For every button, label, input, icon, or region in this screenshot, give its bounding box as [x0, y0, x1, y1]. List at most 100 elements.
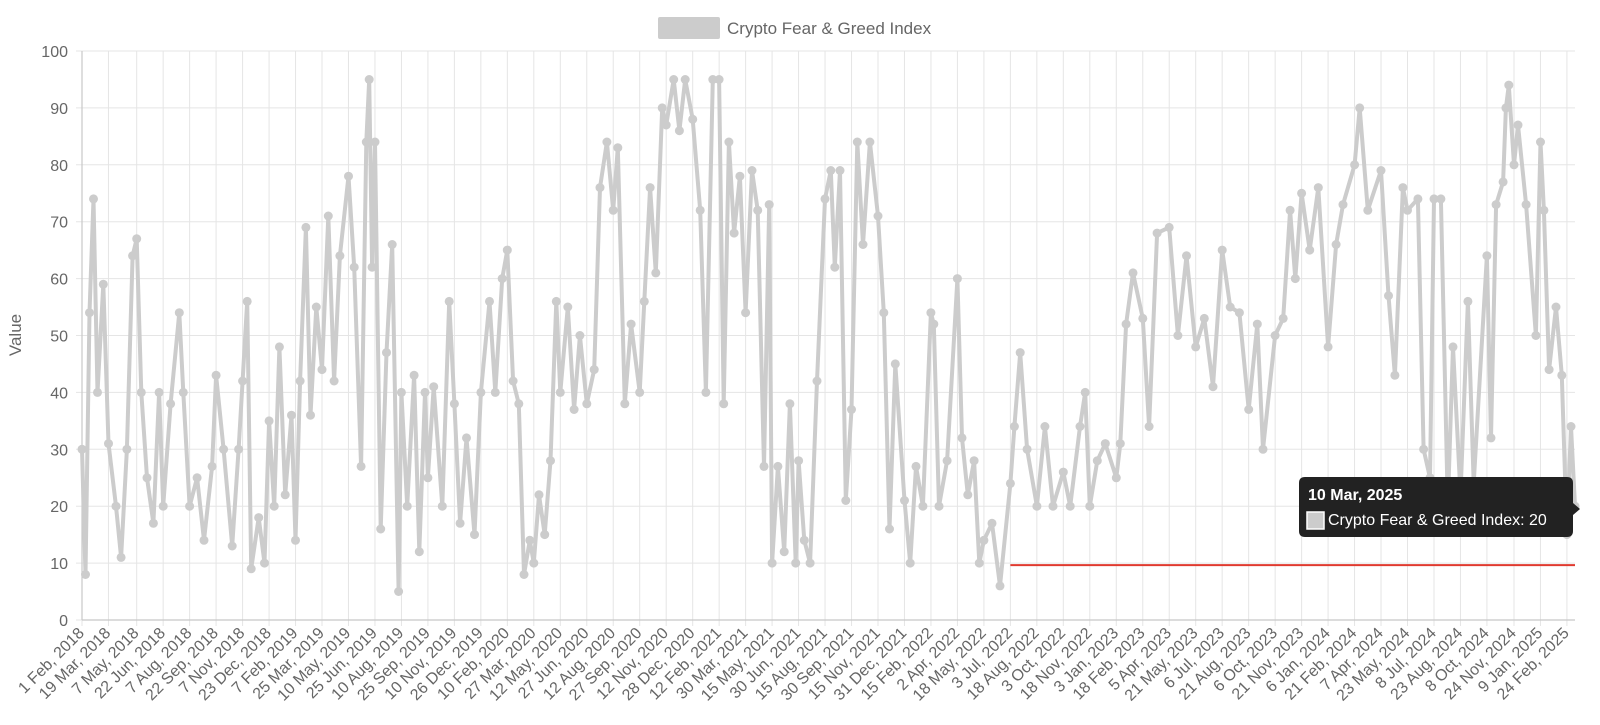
data-point[interactable]: [301, 222, 311, 232]
data-point[interactable]: [1040, 422, 1050, 431]
data-point[interactable]: [1065, 501, 1075, 511]
data-point[interactable]: [794, 456, 804, 466]
data-point[interactable]: [462, 433, 471, 443]
data-point[interactable]: [1531, 331, 1541, 340]
data-point[interactable]: [639, 296, 649, 306]
data-point[interactable]: [1225, 302, 1235, 312]
data-point[interactable]: [519, 570, 529, 579]
data-point[interactable]: [767, 558, 777, 568]
data-point[interactable]: [1258, 444, 1268, 454]
data-point[interactable]: [234, 444, 244, 454]
data-point[interactable]: [1022, 444, 1032, 454]
data-point[interactable]: [254, 513, 264, 523]
data-point[interactable]: [1182, 251, 1191, 261]
data-point[interactable]: [1191, 342, 1201, 352]
data-point[interactable]: [1234, 308, 1244, 318]
data-point[interactable]: [1115, 439, 1125, 449]
data-point[interactable]: [361, 137, 371, 147]
data-point[interactable]: [269, 501, 279, 511]
data-point[interactable]: [563, 302, 573, 312]
data-point[interactable]: [93, 387, 102, 397]
data-point[interactable]: [344, 171, 353, 181]
data-point[interactable]: [470, 530, 479, 540]
data-point[interactable]: [85, 308, 94, 318]
data-point[interactable]: [1305, 245, 1315, 255]
data-point[interactable]: [1482, 251, 1492, 261]
data-point[interactable]: [529, 558, 539, 568]
data-point[interactable]: [534, 490, 544, 500]
data-point[interactable]: [1217, 245, 1227, 255]
data-point[interactable]: [525, 535, 535, 545]
data-point[interactable]: [246, 564, 256, 574]
data-point[interactable]: [729, 228, 739, 238]
data-point[interactable]: [620, 399, 630, 409]
data-point[interactable]: [575, 331, 585, 340]
data-point[interactable]: [1138, 313, 1148, 323]
data-point[interactable]: [77, 444, 87, 454]
data-point[interactable]: [1419, 444, 1429, 454]
data-point[interactable]: [364, 75, 374, 84]
data-point[interactable]: [900, 496, 909, 505]
data-point[interactable]: [280, 490, 290, 500]
data-point[interactable]: [295, 376, 305, 386]
data-point[interactable]: [764, 200, 774, 210]
data-point[interactable]: [957, 433, 967, 443]
data-point[interactable]: [335, 251, 345, 261]
data-point[interactable]: [1363, 205, 1373, 215]
data-point[interactable]: [264, 416, 274, 426]
data-point[interactable]: [185, 501, 195, 511]
data-point[interactable]: [1092, 456, 1102, 466]
data-point[interactable]: [812, 376, 822, 386]
data-point[interactable]: [680, 75, 690, 84]
data-point[interactable]: [714, 75, 724, 84]
data-point[interactable]: [81, 570, 90, 579]
data-point[interactable]: [1009, 422, 1019, 431]
data-point[interactable]: [918, 501, 928, 511]
data-point[interactable]: [1355, 103, 1365, 113]
data-point[interactable]: [111, 501, 121, 511]
data-point[interactable]: [911, 461, 921, 471]
data-point[interactable]: [1448, 342, 1458, 352]
data-point[interactable]: [122, 444, 132, 454]
data-point[interactable]: [1144, 422, 1154, 431]
data-point[interactable]: [555, 387, 565, 397]
data-point[interactable]: [178, 387, 188, 397]
data-point[interactable]: [1486, 433, 1496, 443]
data-point[interactable]: [974, 558, 984, 568]
data-point[interactable]: [602, 137, 612, 147]
data-point[interactable]: [1491, 200, 1501, 210]
data-point[interactable]: [1173, 331, 1183, 340]
data-point[interactable]: [396, 387, 406, 397]
data-point[interactable]: [1551, 302, 1561, 312]
data-point[interactable]: [830, 262, 840, 272]
data-point[interactable]: [1270, 331, 1280, 340]
data-point[interactable]: [387, 240, 397, 249]
data-point[interactable]: [987, 518, 997, 528]
data-point[interactable]: [1199, 313, 1209, 323]
data-point[interactable]: [865, 137, 875, 147]
data-point[interactable]: [753, 205, 763, 215]
data-point[interactable]: [437, 501, 447, 511]
data-point[interactable]: [370, 137, 380, 147]
data-point[interactable]: [429, 382, 439, 392]
data-point[interactable]: [402, 501, 412, 511]
data-point[interactable]: [1058, 467, 1068, 477]
data-point[interactable]: [582, 399, 592, 409]
data-point[interactable]: [645, 183, 655, 193]
data-point[interactable]: [1208, 382, 1218, 392]
data-point[interactable]: [995, 581, 1005, 591]
data-point[interactable]: [1015, 348, 1025, 358]
data-point[interactable]: [1121, 319, 1131, 329]
data-point[interactable]: [1384, 291, 1393, 301]
data-point[interactable]: [1536, 137, 1545, 147]
data-point[interactable]: [540, 530, 550, 540]
data-point[interactable]: [747, 166, 757, 175]
data-point[interactable]: [227, 541, 237, 551]
data-point[interactable]: [929, 319, 939, 329]
data-point[interactable]: [1244, 405, 1254, 414]
data-point[interactable]: [1398, 183, 1408, 193]
data-point[interactable]: [367, 262, 377, 272]
data-point[interactable]: [211, 370, 221, 380]
data-point[interactable]: [166, 399, 176, 409]
data-point[interactable]: [142, 473, 152, 483]
